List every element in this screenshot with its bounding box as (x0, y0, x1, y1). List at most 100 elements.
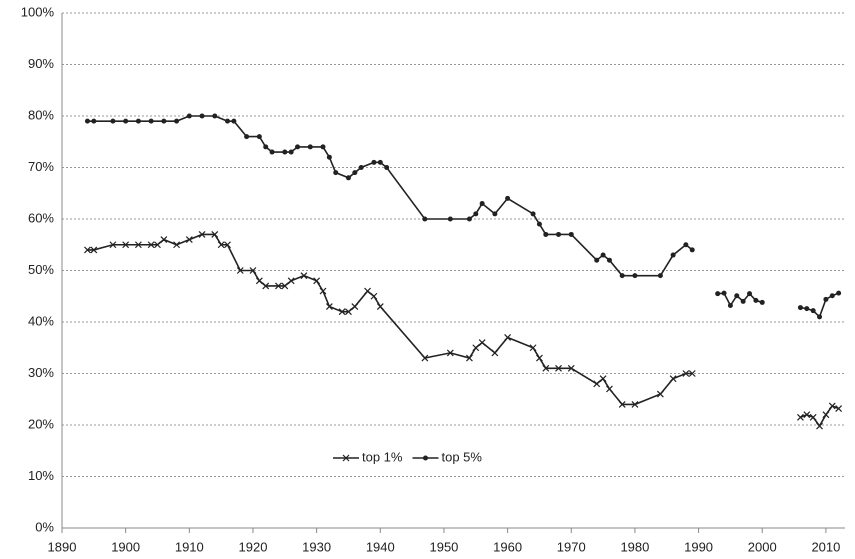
marker (161, 118, 167, 124)
marker (446, 349, 454, 357)
marker (759, 299, 765, 305)
x-tick-label: 1990 (684, 539, 713, 554)
marker (734, 293, 740, 299)
marker (556, 231, 562, 237)
marker (287, 277, 295, 285)
marker (740, 298, 746, 304)
marker (631, 400, 639, 408)
marker (295, 144, 301, 150)
y-tick-label: 30% (28, 365, 54, 380)
marker (109, 241, 117, 249)
marker (122, 241, 130, 249)
marker (224, 241, 231, 249)
marker (338, 308, 346, 316)
x-tick-label: 1980 (620, 539, 649, 554)
marker (199, 113, 205, 119)
marker (231, 118, 237, 124)
marker (154, 241, 161, 249)
marker (689, 247, 695, 253)
marker (364, 287, 371, 295)
marker (345, 308, 352, 316)
marker (803, 411, 811, 419)
marker (186, 113, 192, 119)
x-tick-label: 1960 (493, 539, 522, 554)
marker (198, 231, 206, 238)
marker (669, 375, 677, 383)
marker (211, 231, 219, 238)
legend-label: top 1% (362, 449, 403, 464)
marker (320, 144, 326, 150)
marker (543, 231, 549, 237)
marker (568, 231, 574, 237)
marker (657, 273, 663, 279)
marker (542, 364, 550, 372)
marker (249, 267, 257, 274)
marker (478, 339, 486, 347)
marker (555, 364, 562, 372)
marker (148, 118, 154, 124)
marker (263, 144, 269, 150)
marker (505, 195, 511, 201)
marker (797, 413, 804, 421)
y-tick-label: 40% (28, 313, 54, 328)
x-tick-label: 1930 (302, 539, 331, 554)
marker (536, 221, 542, 227)
marker (342, 454, 350, 462)
marker (351, 303, 359, 310)
marker (422, 455, 428, 461)
marker (619, 273, 625, 279)
marker (797, 305, 803, 311)
marker (358, 165, 364, 170)
marker (307, 144, 313, 150)
marker (84, 246, 91, 254)
marker (447, 216, 453, 222)
marker (656, 390, 664, 398)
marker (567, 364, 575, 372)
marker (173, 241, 181, 249)
marker (606, 257, 612, 263)
marker (466, 216, 472, 222)
marker (804, 306, 810, 312)
marker (472, 344, 480, 352)
marker (185, 236, 193, 244)
marker (822, 411, 830, 419)
marker (715, 291, 721, 297)
marker (174, 118, 180, 124)
x-tick-label: 1920 (239, 539, 268, 554)
marker (300, 272, 308, 280)
marker (135, 118, 141, 124)
marker (255, 277, 263, 285)
marker (319, 287, 327, 295)
marker (599, 375, 607, 383)
marker (816, 422, 823, 430)
marker (282, 149, 288, 155)
marker (421, 354, 429, 362)
marker (110, 118, 116, 124)
marker (618, 400, 626, 408)
marker (632, 273, 638, 279)
marker (600, 252, 606, 258)
marker (753, 297, 759, 303)
marker (828, 402, 836, 410)
x-tick-label: 1890 (48, 539, 77, 554)
marker (809, 413, 817, 421)
marker (90, 246, 98, 254)
y-tick-label: 70% (28, 159, 54, 174)
marker (836, 290, 842, 296)
y-tick-label: 60% (28, 210, 54, 225)
marker (504, 334, 512, 341)
marker (465, 354, 473, 362)
marker (326, 154, 332, 160)
marker (473, 211, 479, 217)
marker (262, 282, 270, 290)
marker (727, 303, 733, 309)
marker (491, 349, 499, 357)
marker (422, 216, 428, 222)
marker (352, 170, 358, 176)
marker (594, 257, 600, 263)
marker (384, 165, 390, 170)
marker (281, 282, 289, 290)
marker (376, 303, 384, 310)
line (87, 115, 839, 319)
marker (530, 211, 536, 217)
